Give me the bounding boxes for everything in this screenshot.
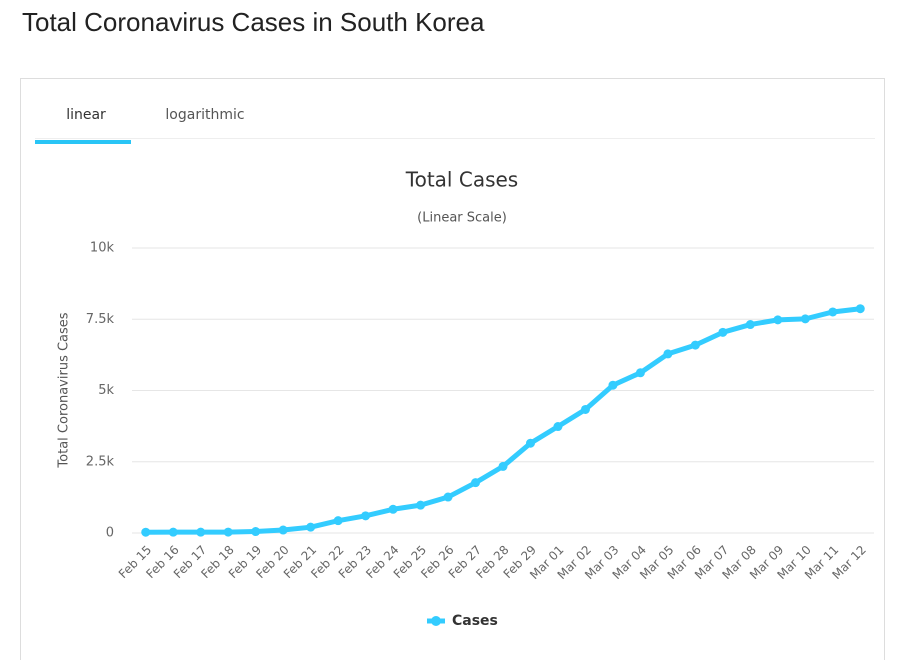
point — [196, 527, 206, 537]
card — [20, 78, 885, 660]
page-title: Total Coronavirus Cases in South Korea — [22, 7, 485, 37]
tab[interactable]: linear — [66, 107, 106, 123]
point — [388, 504, 398, 514]
point — [278, 525, 288, 535]
point — [608, 380, 618, 390]
legend-marker — [431, 616, 441, 626]
point — [718, 327, 728, 337]
point — [690, 340, 700, 350]
point — [168, 527, 178, 537]
y-axis-label: Total Coronavirus Cases — [57, 312, 72, 468]
point — [525, 438, 535, 448]
point — [471, 478, 481, 488]
tab[interactable]: logarithmic — [165, 107, 244, 123]
y-tick-label: 2.5k — [86, 454, 115, 469]
point — [416, 500, 426, 510]
point — [333, 516, 343, 526]
legend-label: Cases — [452, 613, 498, 629]
point — [800, 314, 810, 324]
point — [498, 461, 508, 471]
point — [855, 304, 865, 314]
chart-title: Total Cases — [405, 168, 518, 192]
point — [828, 307, 838, 317]
chart-subtitle: (Linear Scale) — [417, 211, 507, 226]
point — [745, 320, 755, 330]
point — [580, 404, 590, 414]
point — [553, 422, 563, 432]
point — [773, 315, 783, 325]
point — [306, 522, 316, 532]
point — [361, 511, 371, 521]
point — [635, 368, 645, 378]
y-tick-label: 10k — [90, 241, 115, 256]
y-tick-label: 5k — [98, 383, 114, 398]
y-tick-label: 7.5k — [86, 312, 115, 327]
tab-underline — [35, 140, 131, 144]
point — [251, 527, 261, 537]
point — [663, 349, 673, 359]
y-tick-label: 0 — [106, 526, 114, 541]
point — [443, 492, 453, 502]
point — [223, 527, 233, 537]
point — [141, 527, 151, 537]
